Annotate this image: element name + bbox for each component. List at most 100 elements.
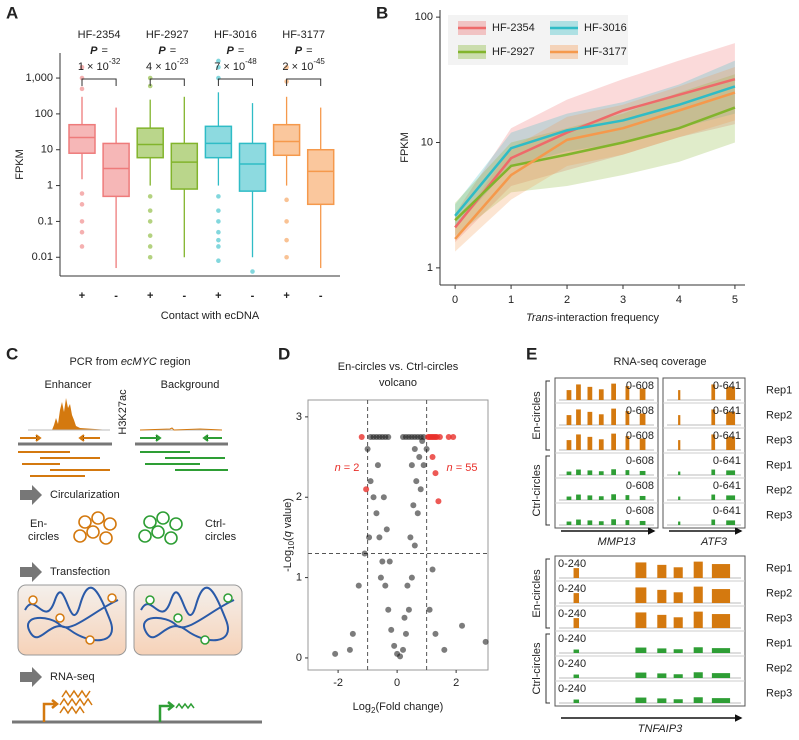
- coverage-bar: [625, 436, 630, 450]
- range-label: 0-608: [626, 455, 654, 467]
- n-annotation: n = 55: [447, 462, 478, 474]
- coverage-bar: [598, 471, 604, 475]
- point: [400, 646, 407, 653]
- point: [436, 433, 443, 440]
- coverage-bar: [711, 589, 731, 603]
- panel-b: 1 10 100 0 1 2 3 4 5 FPKM Trans-interaction freque…: [399, 10, 745, 324]
- coverage-bar: [678, 521, 681, 525]
- coverage-bar: [726, 495, 736, 500]
- coverage-bar: [576, 469, 581, 475]
- coverage-bar: [711, 469, 716, 475]
- x-tick-label: 4: [676, 294, 682, 306]
- outlier: [79, 64, 85, 70]
- legend-box: [448, 15, 628, 65]
- coverage-bar: [566, 440, 572, 450]
- step-arrow: [20, 485, 42, 505]
- coverage-bar: [611, 383, 616, 400]
- rep-label: Rep3: [766, 687, 792, 699]
- diagram-title: PCR from ecMYC region: [69, 356, 190, 368]
- coverage-bar: [625, 411, 630, 425]
- diagram-c: PCR from ecMYC region Enhancer Backgroun…: [12, 356, 262, 724]
- group-brace: [545, 455, 550, 526]
- label-part: (Fold change): [375, 701, 443, 713]
- rep-label: Rep1: [766, 562, 792, 574]
- coverage-bar: [576, 519, 581, 525]
- point: [441, 646, 448, 653]
- coverage-bar: [693, 586, 703, 603]
- outlier: [284, 254, 289, 260]
- coverage-bar: [711, 434, 716, 450]
- x-tick-label: -: [251, 290, 255, 302]
- point: [459, 622, 466, 629]
- enhancer-label: Enhancer: [44, 379, 91, 391]
- p-mantissa: 4 × 10: [146, 61, 177, 73]
- coverage-bar: [573, 568, 580, 578]
- y-tick-label: 0.01: [32, 251, 53, 263]
- coverage-bar: [598, 439, 604, 450]
- bracket: [149, 78, 185, 86]
- x-tick-label: -: [182, 290, 186, 302]
- coverage-bar: [566, 521, 572, 525]
- panel-label: C: [6, 344, 18, 363]
- coverage-bar: [573, 593, 580, 603]
- series-line: [454, 106, 736, 222]
- group-label: Ctrl-circles: [531, 464, 543, 516]
- step-label: Transfection: [50, 566, 110, 578]
- range-label: 0-641: [713, 505, 741, 517]
- point: [420, 462, 427, 469]
- box: [238, 142, 267, 192]
- coverage-bar: [635, 697, 647, 703]
- point: [432, 630, 439, 637]
- rep-label: Rep3: [766, 612, 792, 624]
- coverage-bar: [711, 564, 731, 578]
- range-label: 0-641: [713, 405, 741, 417]
- x-tick-label: -2: [333, 677, 343, 689]
- coverage-bar: [678, 390, 681, 400]
- coverage-bar: [587, 411, 593, 425]
- coverage-bar: [711, 698, 731, 703]
- coverage-bar: [673, 699, 683, 703]
- panel-label: A: [6, 3, 18, 22]
- outlier: [250, 269, 255, 274]
- outlier: [79, 219, 85, 224]
- p-label: P =: [158, 45, 176, 57]
- coverage-bar: [693, 611, 703, 628]
- coverage-bar: [573, 674, 580, 678]
- x-tick-label: -: [319, 290, 323, 302]
- ctrl-circles: [138, 511, 183, 545]
- outlier: [284, 237, 289, 243]
- point: [402, 630, 409, 637]
- range-label: 0-641: [713, 430, 741, 442]
- box: [68, 123, 96, 154]
- coverage-bar: [693, 647, 703, 653]
- point: [391, 642, 398, 649]
- outlier: [147, 83, 153, 89]
- point: [370, 494, 377, 501]
- y-tick-label: 100: [35, 108, 53, 120]
- point: [380, 494, 387, 501]
- coverage-bar: [598, 521, 604, 525]
- band: [455, 67, 735, 252]
- group-brace: [545, 380, 550, 451]
- coverage-bar: [611, 519, 616, 525]
- panel-e: RNA-seq coverage 0-608 0-641 Rep1 0-608 0-641…: [531, 356, 792, 735]
- coverage-bar: [598, 389, 604, 400]
- coverage-bar: [576, 409, 581, 425]
- gene-name: MMP13: [598, 536, 637, 548]
- rep-label: Rep3: [766, 509, 792, 521]
- rep-label: Rep1: [766, 384, 792, 396]
- box: [204, 125, 233, 159]
- range-label: 0-608: [626, 380, 654, 392]
- outlier: [147, 194, 153, 199]
- series-line: [454, 77, 736, 229]
- en-label: circles: [28, 531, 60, 543]
- coverage-bar: [573, 699, 580, 703]
- point: [404, 582, 411, 589]
- coverage-bar: [587, 495, 593, 500]
- point: [367, 478, 374, 485]
- y-tick-label: 0: [296, 652, 302, 664]
- en-circles: [73, 511, 117, 545]
- coverage-bar: [566, 496, 572, 500]
- x-tick-label: 3: [620, 294, 626, 306]
- coverage-bar: [639, 438, 646, 450]
